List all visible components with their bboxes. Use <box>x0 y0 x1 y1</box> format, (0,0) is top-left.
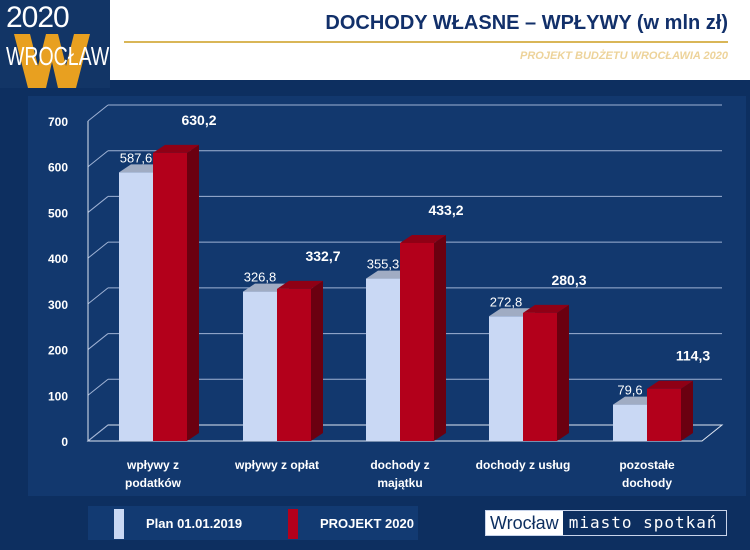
y-tick-label: 0 <box>61 435 68 449</box>
brand-name: Wrocław <box>486 511 563 535</box>
gridline-diag <box>87 378 109 396</box>
data-label: 587,6 <box>120 150 153 165</box>
data-label: 332,7 <box>305 248 340 264</box>
logo-w-mark <box>14 34 90 88</box>
subtitle: PROJEKT BUDŻETU WROCŁAWIA 2020 <box>519 50 728 62</box>
data-label: 79,6 <box>617 383 642 398</box>
gridline-diag <box>87 424 109 442</box>
data-label: 630,2 <box>181 112 216 128</box>
brand-tagline: miasto spotkań <box>568 513 718 532</box>
data-label: 326,8 <box>244 270 277 285</box>
bar-plan <box>366 278 400 441</box>
legend-label-plan: Plan 01.01.2019 <box>146 516 243 531</box>
bar-side <box>557 304 569 441</box>
bar-side <box>681 380 693 441</box>
y-tick-label: 300 <box>48 298 68 312</box>
bar-side <box>311 280 323 441</box>
y-tick-label: 100 <box>48 389 68 403</box>
bar-plan <box>613 404 647 441</box>
page-title: DOCHODY WŁASNE – WPŁYWY (w mln zł) <box>325 12 728 34</box>
x-tick-label: dochody z usług <box>476 458 571 472</box>
legend: Plan 01.01.2019 PROJEKT 2020 <box>88 506 418 540</box>
y-tick-label: 600 <box>48 161 68 175</box>
brand-badge: Wrocław miasto spotkań <box>485 510 727 536</box>
logo-year: 2020 <box>6 1 70 34</box>
gridline-diag <box>87 196 109 213</box>
bar-plan <box>119 172 153 441</box>
data-label: 272,8 <box>490 294 523 309</box>
gridline-diag <box>87 150 109 168</box>
bar-projekt <box>277 288 311 441</box>
data-label: 433,2 <box>428 202 463 218</box>
bar-top <box>277 280 323 289</box>
bar-projekt <box>400 242 434 441</box>
x-tick-label: podatków <box>125 476 182 490</box>
x-tick-label: dochody <box>622 476 672 490</box>
legend-label-projekt: PROJEKT 2020 <box>320 516 414 531</box>
logo-city: WROCŁAW <box>6 41 110 71</box>
y-tick-label: 400 <box>48 252 68 266</box>
x-tick-label: wpływy z <box>126 458 179 472</box>
x-tick-label: dochody z <box>370 458 429 472</box>
header <box>110 0 750 80</box>
bar-projekt <box>647 388 681 441</box>
data-label: 355,3 <box>367 257 400 272</box>
bar-plan <box>243 291 277 441</box>
data-label: 114,3 <box>676 348 710 364</box>
y-tick-label: 700 <box>48 115 68 129</box>
gridline-diag <box>87 287 109 305</box>
x-tick-label: pozostałe <box>619 458 675 472</box>
y-tick-label: 200 <box>48 344 68 358</box>
x-tick-label: wpływy z opłat <box>234 458 319 472</box>
gridline-diag <box>87 333 109 350</box>
logo: 2020 WROCŁAW <box>0 0 110 88</box>
bar-top <box>523 304 569 313</box>
bar-top <box>400 234 446 243</box>
bar-plan <box>489 316 523 441</box>
bar-projekt <box>523 312 557 441</box>
bar-side <box>187 144 199 441</box>
logo-w-shape <box>14 34 90 88</box>
data-label: 280,3 <box>551 272 586 288</box>
y-tick-label: 500 <box>48 206 68 220</box>
legend-swatch-projekt <box>288 509 298 539</box>
x-tick-label: majątku <box>377 476 422 490</box>
bar-projekt <box>153 152 187 441</box>
legend-swatch-plan <box>114 509 124 539</box>
bar-side <box>434 234 446 441</box>
divider <box>124 41 728 43</box>
bar-top <box>153 144 199 153</box>
gridline-diag <box>87 241 109 259</box>
bar-top <box>647 380 693 389</box>
gridline-diag <box>87 104 109 122</box>
